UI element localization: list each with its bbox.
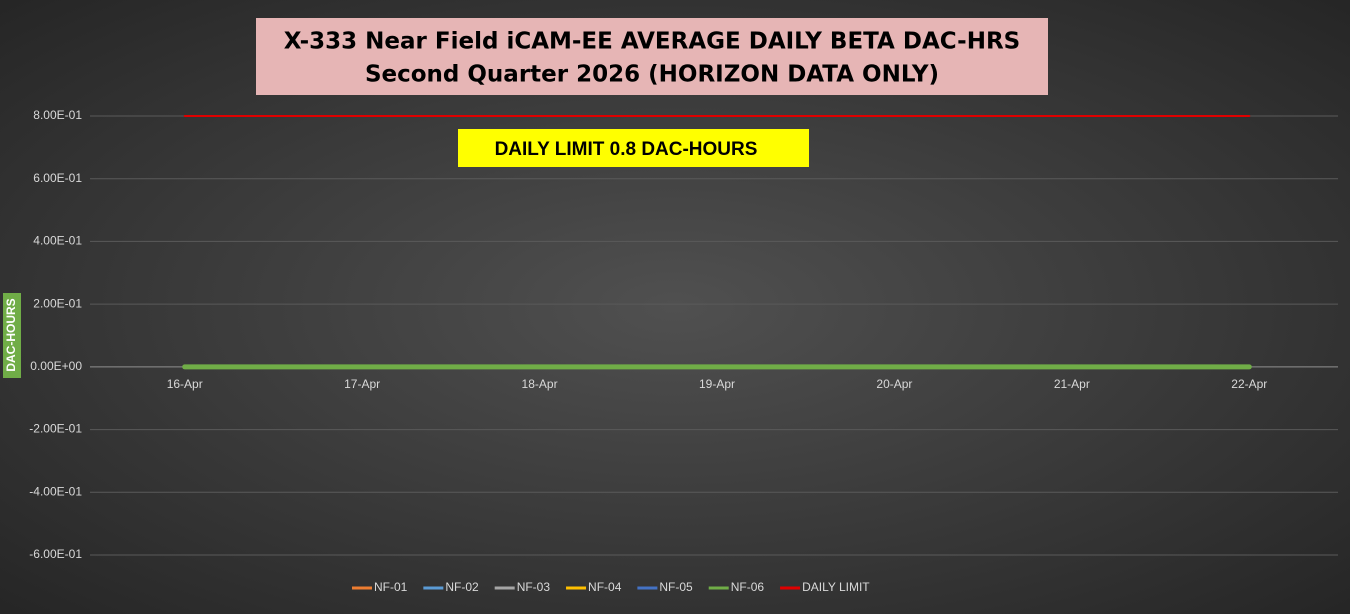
legend-label: NF-02 [445,580,479,594]
y-tick-label: 0.00E+00 [30,359,82,373]
legend-label: NF-06 [731,580,765,594]
x-tick-label: 21-Apr [1054,377,1090,391]
legend-label: DAILY LIMIT [802,580,870,594]
annotation-box [458,129,809,167]
title-box [256,18,1048,95]
chart-title: X-333 Near Field iCAM-EE AVERAGE DAILY B… [284,29,1020,55]
y-label-box [3,293,21,378]
y-tick-label: 2.00E-01 [33,296,82,310]
y-tick-label: -4.00E-01 [29,484,82,498]
legend-label: NF-01 [374,580,408,594]
y-tick-label: -2.00E-01 [29,422,82,436]
y-tick-label: 6.00E-01 [33,171,82,185]
x-tick-label: 22-Apr [1231,377,1267,391]
y-tick-label: 4.00E-01 [33,234,82,248]
x-tick-label: 17-Apr [344,377,380,391]
y-axis-label: DAC-HOURS [4,298,18,371]
y-tick-label: -6.00E-01 [29,547,82,561]
x-tick-label: 16-Apr [167,377,203,391]
annotation: DAILY LIMIT 0.8 DAC-HOURS [495,139,758,160]
x-tick-label: 18-Apr [522,377,558,391]
x-tick-label: 20-Apr [876,377,912,391]
x-tick-label: 19-Apr [699,377,735,391]
y-tick-label: 8.00E-01 [33,108,82,122]
legend-label: NF-04 [588,580,622,594]
legend-label: NF-03 [517,580,551,594]
legend-label: NF-05 [659,580,693,594]
chart-subtitle: Second Quarter 2026 (HORIZON DATA ONLY) [365,62,939,88]
